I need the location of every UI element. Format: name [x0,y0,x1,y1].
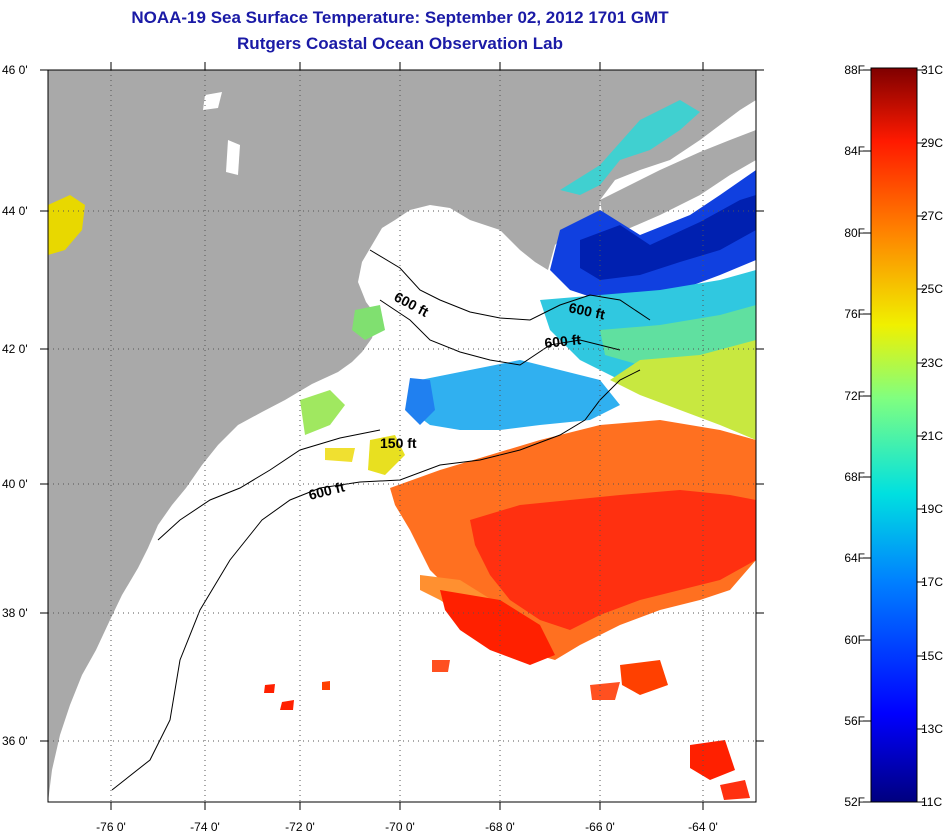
lat-label: 46 0' [2,63,28,77]
map-frame [47,69,757,803]
fahrenheit-label: 68F [844,470,865,484]
lat-label: 40 0' [2,477,28,491]
land-nova-scotia [600,130,756,232]
lon-label: -68 0' [485,820,515,834]
lat-label: 44 0' [2,204,28,218]
colorbar-gradient [870,67,918,803]
lon-label: -64 0' [688,820,718,834]
celsius-label: 13C [921,722,943,736]
celsius-label: 11C [921,795,942,809]
lon-label: -66 0' [585,820,615,834]
celsius-label: 15C [921,649,943,663]
colorbar: 88F 84F 80F 76F 72F 68F 64F 60F 56F 52F … [844,63,943,809]
latitude-axis [40,69,764,742]
lon-label: -72 0' [285,820,315,834]
latitude-labels: 46 0' 44 0' 42 0' 40 0' 38 0' 36 0' [2,63,28,748]
fahrenheit-label: 80F [844,226,865,240]
land-mass [48,70,756,802]
contour-label: 600 ft [567,299,606,322]
fahrenheit-label: 88F [844,63,865,77]
longitude-labels: -76 0' -74 0' -72 0' -70 0' -68 0' -66 0… [96,820,718,834]
celsius-label: 31C [921,63,943,77]
celsius-label: 25C [921,282,943,296]
celsius-label: 27C [921,209,943,223]
lat-label: 42 0' [2,342,28,356]
fahrenheit-label: 56F [844,714,865,728]
lat-label: 36 0' [2,734,28,748]
map-title: NOAA-19 Sea Surface Temperature: Septemb… [131,8,669,27]
celsius-label: 17C [921,575,943,589]
celsius-label: 29C [921,136,943,150]
celsius-label: 21C [921,429,943,443]
map-area: 600 ft 600 ft 600 ft 150 ft 600 ft [48,70,756,802]
fahrenheit-label: 72F [844,389,865,403]
lon-label: -74 0' [190,820,220,834]
colorbar-fahrenheit-labels: 88F 84F 80F 76F 72F 68F 64F 60F 56F 52F [844,63,865,809]
lat-label: 38 0' [2,606,28,620]
celsius-label: 19C [921,502,943,516]
map-subtitle: Rutgers Coastal Ocean Observation Lab [237,34,563,53]
longitude-axis [110,62,704,810]
lon-label: -70 0' [385,820,415,834]
fahrenheit-label: 76F [844,307,865,321]
lon-label: -76 0' [96,820,126,834]
contour-label: 600 ft [544,331,582,351]
fahrenheit-label: 64F [844,551,865,565]
fahrenheit-label: 60F [844,633,865,647]
bathymetry-contours [111,249,651,791]
colorbar-celsius-labels: 31C 29C 27C 25C 23C 21C 19C 17C 15C 13C … [921,63,943,809]
contour-label: 150 ft [380,435,417,451]
sst-data [48,100,756,800]
celsius-label: 23C [921,356,943,370]
graticule [48,70,756,802]
fahrenheit-label: 52F [844,795,865,809]
fahrenheit-label: 84F [844,144,865,158]
